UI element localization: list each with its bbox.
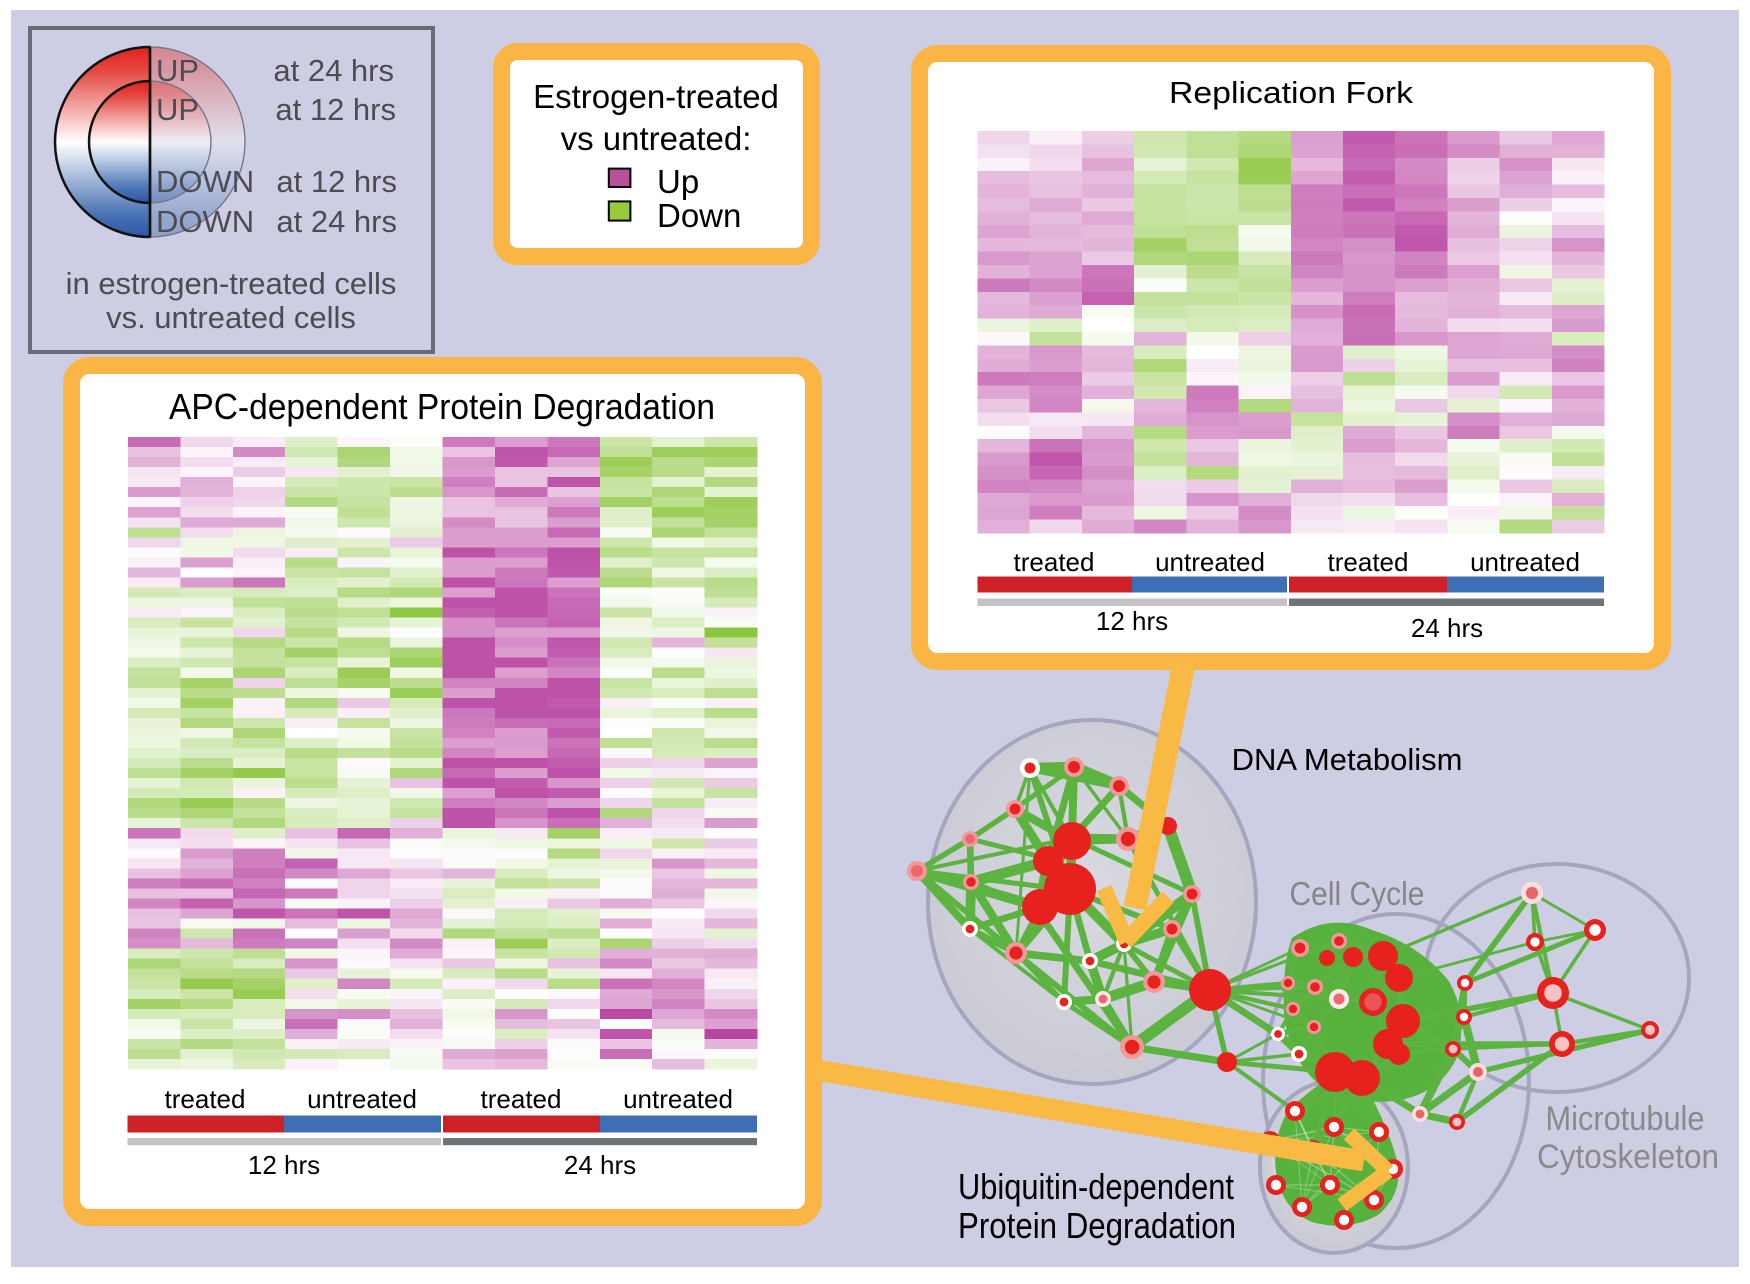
svg-text:12 hrs: 12 hrs: [1096, 606, 1168, 636]
svg-text:DOWN: DOWN: [156, 204, 254, 239]
svg-text:12 hrs: 12 hrs: [248, 1150, 320, 1180]
svg-text:Up: Up: [657, 163, 699, 200]
svg-text:untreated: untreated: [307, 1084, 417, 1114]
svg-text:Protein Degradation: Protein Degradation: [958, 1205, 1236, 1246]
svg-text:treated: treated: [165, 1084, 246, 1114]
svg-text:untreated: untreated: [1155, 547, 1265, 577]
svg-text:UP: UP: [156, 53, 199, 88]
svg-text:at 24 hrs: at 24 hrs: [273, 53, 394, 88]
svg-text:at 12 hrs: at 12 hrs: [275, 92, 396, 127]
svg-text:24 hrs: 24 hrs: [1411, 613, 1483, 643]
svg-text:Ubiquitin-dependent: Ubiquitin-dependent: [958, 1166, 1234, 1207]
svg-text:in estrogen-treated cells: in estrogen-treated cells: [66, 266, 397, 301]
svg-text:Replication Fork: Replication Fork: [1169, 75, 1414, 110]
svg-text:Microtubule: Microtubule: [1546, 1100, 1705, 1138]
svg-text:Estrogen-treated: Estrogen-treated: [533, 78, 779, 115]
svg-text:Down: Down: [657, 197, 741, 234]
svg-text:at 24 hrs: at 24 hrs: [276, 204, 397, 239]
svg-text:treated: treated: [1014, 547, 1095, 577]
svg-text:UP: UP: [156, 92, 199, 127]
svg-text:DNA Metabolism: DNA Metabolism: [1232, 742, 1463, 777]
svg-text:treated: treated: [481, 1084, 562, 1114]
svg-text:Cytoskeleton: Cytoskeleton: [1537, 1138, 1719, 1176]
svg-text:treated: treated: [1328, 547, 1409, 577]
svg-text:24 hrs: 24 hrs: [564, 1150, 636, 1180]
svg-text:untreated: untreated: [623, 1084, 733, 1114]
svg-text:DOWN: DOWN: [156, 164, 254, 199]
svg-text:vs. untreated cells: vs. untreated cells: [106, 300, 356, 335]
svg-text:Cell Cycle: Cell Cycle: [1290, 875, 1425, 912]
svg-text:at 12 hrs: at 12 hrs: [276, 164, 397, 199]
svg-text:untreated: untreated: [1470, 547, 1580, 577]
svg-text:APC-dependent Protein Degradat: APC-dependent Protein Degradation: [169, 386, 715, 427]
svg-text:vs untreated:: vs untreated:: [561, 120, 752, 157]
